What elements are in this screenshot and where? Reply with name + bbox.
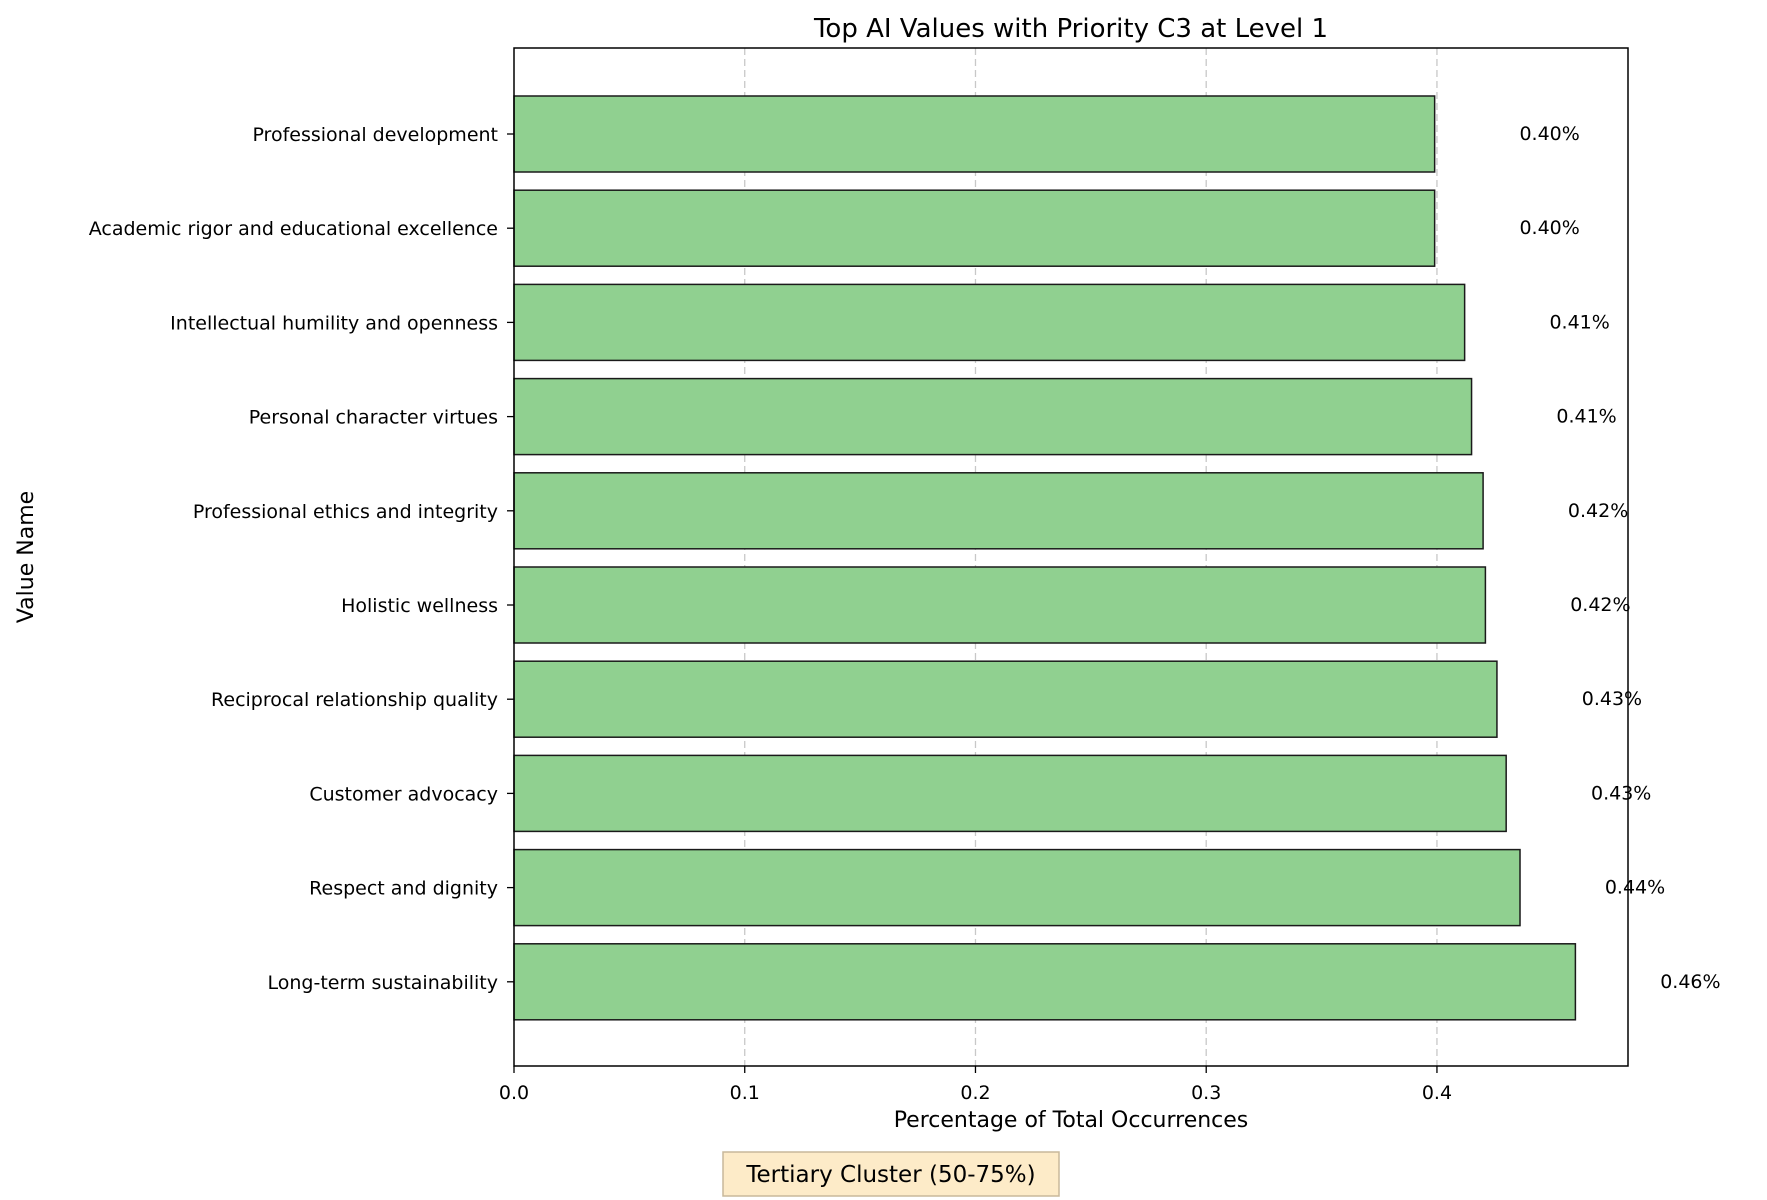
y-tick-label: Long-term sustainability [268,972,499,994]
data-label: 0.46% [1660,971,1720,993]
bar [513,754,1507,833]
y-tick-label: Reciprocal relationship quality [211,689,498,711]
data-label: 0.43% [1582,688,1642,710]
y-tick-label: Professional ethics and integrity [193,501,498,523]
data-label: 0.42% [1570,594,1630,616]
data-labels: 0.40% 0.40% 0.41% 0.41% 0.42% 0.42% 0.43% 0.43%… [1519,123,1720,993]
bar [513,472,1484,550]
x-tick-label: 0.3 [1191,1082,1221,1104]
y-tick-label: Professional development [252,124,498,146]
bar [513,848,1521,927]
bars [513,95,1577,1021]
x-tick-label: 0.2 [960,1082,990,1104]
x-tick-label: 0.1 [730,1082,760,1104]
annotation-box [722,1151,1060,1197]
y-tick-label: Intellectual humility and openness [170,312,498,334]
y-tick-label: Personal character virtues [249,407,498,429]
data-label: 0.43% [1591,782,1651,804]
bar [513,95,1436,173]
x-tick-label: 0.0 [499,1082,529,1104]
data-label: 0.40% [1519,217,1579,239]
data-label: 0.44% [1605,877,1665,899]
y-tick-label: Respect and dignity [309,878,498,900]
y-tick-label: Academic rigor and educational excellenc… [89,218,498,240]
x-axis-title: Percentage of Total Occurrences [894,1108,1249,1133]
y-axis-title: Value Name [14,491,39,623]
bar [513,189,1436,267]
annotation-text: Tertiary Cluster (50-75%) [745,1162,1035,1188]
data-label: 0.41% [1556,406,1616,428]
data-label: 0.42% [1568,500,1628,522]
cluster-annotation: Tertiary Cluster (50-75%) [722,1151,1060,1197]
y-axis-ticks: Professional development Academic rigor a… [89,124,514,994]
bar [513,566,1487,644]
y-tick-label: Holistic wellness [341,595,498,617]
x-axis-ticks: 0.0 0.1 0.2 0.3 0.4 [499,1066,1452,1104]
bar [513,377,1473,456]
bar [513,283,1466,362]
chart-title: Top AI Values with Priority C3 at Level … [813,14,1328,44]
plot-frame [513,47,1629,1067]
bar [513,943,1577,1021]
y-tick-label: Customer advocacy [309,783,498,805]
x-tick-label: 0.4 [1422,1082,1452,1104]
data-label: 0.41% [1549,311,1609,333]
data-label: 0.40% [1519,123,1579,145]
bar [513,660,1498,738]
